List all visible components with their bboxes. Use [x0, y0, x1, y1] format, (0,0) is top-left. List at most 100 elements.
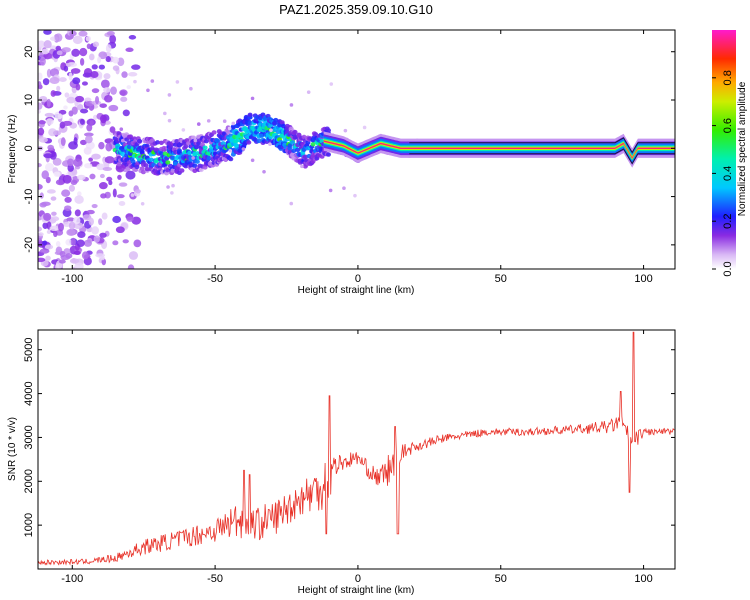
spectrogram-cell [70, 237, 76, 246]
spectrogram-cell [256, 138, 262, 144]
spectrogram-cell [47, 144, 55, 151]
spectrogram-cell [45, 118, 54, 125]
snr-y-tick-label: 3000 [23, 425, 35, 449]
spectrogram-cell [72, 35, 83, 45]
spectrogram-cell [148, 157, 154, 162]
spectrogram-cell [155, 140, 161, 145]
spectrogram-cell [328, 188, 333, 193]
spectrogram-cell [83, 132, 94, 137]
spectrogram-cell [227, 126, 232, 131]
colorbar-tick-label: 0.4 [722, 166, 734, 181]
spectrogram-cell [49, 225, 60, 232]
spectrogram-cell [103, 87, 111, 93]
spectrogram-cell [128, 35, 137, 40]
spectrogram-cell [73, 137, 78, 146]
spectrogram-cell [287, 143, 293, 148]
spectrogram-cell [85, 35, 91, 42]
spectrogram-cell [91, 203, 98, 209]
spectrogram-cell [67, 158, 74, 167]
spectrogram-cell [74, 209, 81, 217]
spectrogram-cell [116, 162, 122, 167]
spectrogram-cell [61, 47, 71, 53]
spectrogram-cell [131, 216, 141, 225]
snr-y-tick-label: 5000 [23, 337, 35, 361]
spectrogram-cell [53, 230, 58, 238]
spectrogram-cell [56, 50, 63, 56]
spectrogram-cell [128, 251, 139, 260]
spectrogram-cell [99, 103, 107, 108]
spectrogram-cell [43, 212, 52, 221]
spectrogram-cell [46, 189, 56, 194]
spectrogram-cell [88, 157, 93, 162]
spectrogram-cell [67, 164, 74, 172]
spectrogram-x-tick-label: 100 [634, 273, 652, 285]
spectrogram-cell [134, 189, 141, 194]
spectrogram-cell [262, 170, 266, 174]
spectrogram-cell [81, 81, 88, 86]
spectrogram-cell [42, 78, 50, 86]
spectrogram-cell [150, 79, 155, 83]
spectrogram-cell [91, 226, 99, 235]
spectrogram-cell [158, 140, 164, 146]
spectrogram-cell [310, 142, 316, 147]
snr-x-tick-label: 50 [495, 573, 507, 585]
spectrogram-cell [247, 112, 253, 118]
spectrogram-cell [66, 228, 76, 236]
spectrogram-cell [104, 156, 115, 164]
spectrogram-x-tick-label: 50 [495, 273, 507, 285]
spectrogram-cell [41, 170, 49, 180]
snr-x-tick-label: 100 [634, 573, 652, 585]
spectrogram-cell [68, 72, 73, 81]
spectrogram-cell [196, 122, 201, 126]
spectrogram-cell [112, 240, 119, 246]
spectrogram-cell [126, 140, 132, 146]
spectrogram-cell [105, 142, 113, 152]
spectrogram-cell [91, 153, 101, 160]
spectrogram-cell [193, 138, 198, 143]
spectrogram-cell [38, 109, 41, 114]
spectrogram-cell [71, 258, 76, 264]
spectrogram-cells [38, 30, 675, 269]
spectrogram-cell [259, 133, 265, 138]
spectrogram-cell [70, 179, 78, 186]
spectrogram-cell [81, 251, 89, 260]
spectrogram-cell [50, 196, 57, 201]
spectrogram-y-tick-label: 10 [23, 94, 35, 106]
spectrogram-cell [88, 53, 95, 61]
spectrogram-cell [228, 148, 233, 153]
spectrogram-x-axis-label: Height of straight line (km) [298, 285, 415, 296]
spectrogram-cell [290, 140, 296, 145]
spectrogram-cell [194, 159, 200, 164]
spectrogram-cell [170, 155, 176, 160]
spectrogram-cell [38, 40, 46, 48]
snr-background [38, 330, 675, 569]
spectrogram-cell [46, 98, 51, 108]
spectrogram-cell [52, 157, 62, 166]
spectrogram-cell [74, 95, 85, 103]
spectrogram-cell [62, 120, 73, 126]
spectrogram-cell [61, 189, 71, 197]
spectrogram-cell [91, 88, 100, 94]
spectrogram-cell [98, 141, 105, 150]
spectrogram-cell [105, 44, 112, 53]
spectrogram-cell [58, 222, 64, 232]
spectrogram-cell [329, 82, 334, 86]
spectrogram-cell [58, 77, 67, 82]
snr-ticks: -100 -50 0 50 100 1000 2000 3000 4000 5000 [23, 330, 675, 585]
spectrogram-cell [62, 174, 72, 184]
spectrogram-cell [126, 216, 134, 222]
spectrogram-cell [342, 186, 346, 191]
spectrogram-cell [112, 56, 120, 64]
spectrogram-cell [51, 211, 57, 216]
spectrogram-cell [80, 139, 87, 146]
spectrogram-cell [39, 248, 50, 254]
spectrogram-cell [185, 141, 191, 146]
spectrogram-cell [206, 119, 211, 123]
spectrogram-cell [170, 191, 174, 195]
spectrogram-cell [91, 64, 98, 70]
spectrogram-cell [43, 40, 52, 49]
spectrogram-cell [82, 72, 92, 78]
spectrogram-cell [121, 71, 128, 78]
